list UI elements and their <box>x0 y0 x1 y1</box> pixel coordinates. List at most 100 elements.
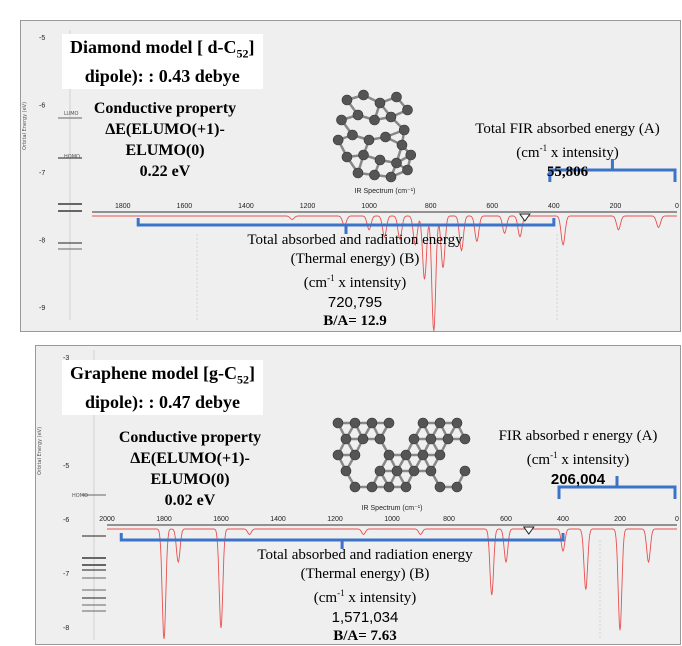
x-tick-label: 200 <box>610 203 622 210</box>
graphene-dipole: dipole): : 0.47 debye <box>84 391 240 412</box>
x-tick-label: 1800 <box>156 516 172 523</box>
ir-spectrum-line <box>107 528 677 640</box>
atom <box>357 433 369 445</box>
x-tick-label: 800 <box>425 203 437 210</box>
atom <box>374 433 386 445</box>
orbital-tick-label: -8 <box>63 625 69 632</box>
diamond-fir-energy: Total FIR absorbed energy (A) (cm-1 x in… <box>475 121 660 180</box>
orbital-tick-label: -6 <box>39 103 45 110</box>
atom <box>391 465 403 477</box>
atom <box>341 151 353 163</box>
x-tick-label: 600 <box>486 203 498 210</box>
atom <box>374 97 386 109</box>
atom <box>340 433 352 445</box>
x-tick-label: 400 <box>548 203 560 210</box>
atom <box>425 465 437 477</box>
atom <box>332 449 344 461</box>
total-range-bracket <box>136 218 556 234</box>
diamond-chart: -5 -6 -7 -8 -9 1800 1600 1400 1200 1000 800 600 400 2… <box>39 30 679 332</box>
diamond-homo-label: HOMO <box>64 154 80 160</box>
orbital-tick-label: -5 <box>63 463 69 470</box>
atom <box>349 481 361 493</box>
atom <box>405 149 417 161</box>
fir-range-bracket <box>548 159 677 182</box>
diamond-molecule-image <box>332 89 417 183</box>
atom <box>459 433 471 445</box>
x-tick-label: 600 <box>500 516 512 523</box>
atom <box>385 171 397 183</box>
x-tick-label: 0 <box>675 203 679 210</box>
graphene-conductive-property: Conductive property ΔE(ELUMO(+1)- ELUMO(… <box>118 429 262 509</box>
x-tick-label: 1400 <box>270 516 286 523</box>
atom <box>408 433 420 445</box>
atom <box>417 417 429 429</box>
fir-range-bracket <box>557 476 677 499</box>
atom <box>398 124 410 136</box>
x-tick-label: 1200 <box>300 203 316 210</box>
x-tick-label: 1800 <box>115 203 131 210</box>
atom <box>383 449 395 461</box>
atom <box>459 465 471 477</box>
orbital-tick-label: -9 <box>39 305 45 312</box>
atom <box>402 164 413 176</box>
atom <box>402 104 413 116</box>
atom <box>451 417 463 429</box>
diamond-lumo-label: LUMO <box>64 111 79 117</box>
total-range-bracket <box>119 533 565 549</box>
atom <box>417 449 429 461</box>
x-tick-label: 1000 <box>361 203 377 210</box>
atom <box>352 167 364 179</box>
atom <box>380 131 391 143</box>
atom <box>383 417 395 429</box>
atom <box>434 481 446 493</box>
x-axis-title: IR Spectrum (cm⁻¹) <box>355 188 416 195</box>
atom <box>349 449 361 461</box>
atom <box>425 433 437 445</box>
orbital-tick-label: -7 <box>63 571 69 578</box>
atom <box>366 417 378 429</box>
atom <box>358 149 369 161</box>
atom <box>391 157 402 169</box>
atom <box>400 481 412 493</box>
x-tick-label: 400 <box>557 516 569 523</box>
atom <box>352 109 364 121</box>
diamond-orbital-axis-label: Orbital Energy (eV) <box>22 101 28 150</box>
graphene-fir-energy: FIR absorbed r energy (A) (cm-1 x intens… <box>498 428 658 488</box>
marker-triangle <box>518 213 531 222</box>
x-tick-label: 800 <box>443 516 455 523</box>
x-tick-label: 1200 <box>327 516 343 523</box>
atom <box>374 154 386 166</box>
x-axis-title: IR Spectrum (cm⁻¹) <box>362 505 423 512</box>
graphene-homo-label: HOMO <box>72 493 88 499</box>
atom <box>336 114 347 126</box>
x-tick-label: 0 <box>675 516 679 523</box>
atom <box>358 89 369 101</box>
atom <box>374 465 386 477</box>
marker-triangle <box>522 526 535 535</box>
graphene-orbital-axis-label: Orbital Energy (eV) <box>37 426 43 475</box>
x-tick-label: 2000 <box>99 516 115 523</box>
atom <box>340 465 352 477</box>
orbital-tick-label: -8 <box>39 238 45 245</box>
atom <box>408 465 420 477</box>
ir-spectrum-line <box>92 215 677 332</box>
atom <box>341 94 353 106</box>
diamond-dipole: dipole): : 0.43 debye <box>84 65 240 86</box>
graphene-total-energy: Total absorbed and radiation energy (The… <box>257 547 473 644</box>
atom <box>400 449 412 461</box>
x-tick-label: 1400 <box>238 203 254 210</box>
atom <box>385 111 397 123</box>
atom <box>369 114 380 126</box>
orbital-tick-label: -6 <box>63 517 69 524</box>
diamond-total-energy: Total absorbed and radiation energy (The… <box>247 232 463 329</box>
atom <box>347 129 358 141</box>
diamond-model-title: Diamond model [ d-C52] dipole): : 0.43 d… <box>62 34 263 89</box>
orbital-tick-label: -5 <box>39 35 45 42</box>
atom <box>349 417 361 429</box>
atom <box>396 139 408 151</box>
atom <box>332 417 344 429</box>
atom <box>391 91 402 103</box>
atom <box>363 134 375 146</box>
x-tick-label: 1600 <box>177 203 193 210</box>
orbital-tick-label: -7 <box>39 170 45 177</box>
